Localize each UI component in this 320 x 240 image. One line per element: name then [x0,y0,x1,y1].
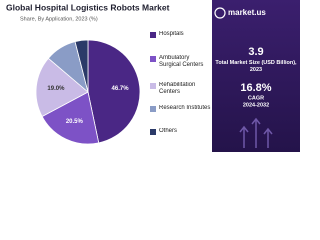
legend-swatch [150,56,156,62]
logo: market.us [228,8,266,17]
pie-slice [41,91,100,145]
chart: Global Hospital Logistics Robots Market … [6,0,300,152]
legend-swatch [150,106,156,112]
cagr-label: CAGR [248,95,264,101]
legend-label: Rehabilitation Centers [159,82,196,95]
legend-label-box: Hospitals [159,31,184,37]
legend-label-box: Rehabilitation Centers [159,82,196,95]
legend-label-box: Others [159,128,178,134]
market-size-label-box: Total Market Size (USD Billion), 2023 [215,60,297,73]
pie-slice [87,39,141,144]
cagr-period: 2024-2032 [243,102,269,108]
slice-label: 19.0% [47,86,65,92]
legend-swatch [150,129,156,135]
chart-subtitle: Share, By Application, 2023 (%) [20,16,98,22]
legend-label-box: Ambulatory Surgical Centers [159,55,204,68]
legend-label: Hospitals [159,31,184,37]
market-size-label: Total Market Size (USD Billion), 2023 [215,60,297,73]
pie-slice [35,57,89,118]
pie-slice [74,39,89,93]
market-size: 3.9 [248,46,263,58]
legend-swatch [150,83,156,89]
legend-label: Others [159,128,178,134]
slice-label: 20.5% [66,119,84,125]
cagr: 16.8% [240,82,271,94]
legend-label-box: Research Institutes [159,105,211,111]
slice-label: 46.7% [112,86,130,92]
chart-title: Global Hospital Logistics Robots Market [6,2,170,12]
legend-label: Research Institutes [159,105,211,111]
logo-icon [214,7,226,19]
legend-swatch [150,32,156,38]
legend-label: Ambulatory Surgical Centers [159,55,204,68]
growth-arrows [239,117,273,148]
